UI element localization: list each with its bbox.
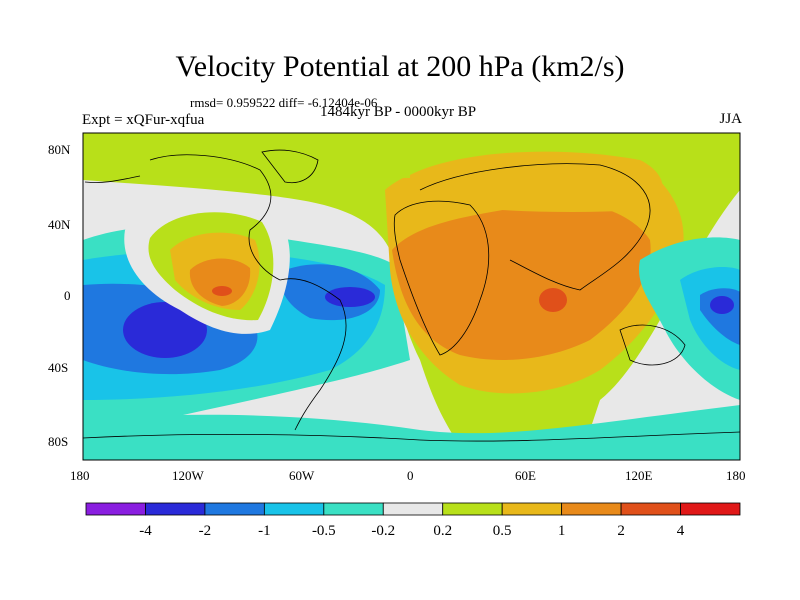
colorbar-swatch bbox=[501, 502, 563, 516]
chart-title: Velocity Potential at 200 hPa (km2/s) bbox=[175, 50, 625, 83]
colorbar-label: 0.2 bbox=[433, 523, 452, 539]
colorbar-label: 1 bbox=[558, 523, 566, 539]
lat-tick-label: 0 bbox=[64, 288, 71, 303]
colorbar-swatch bbox=[561, 502, 622, 516]
lat-tick-label: 40S bbox=[48, 360, 68, 375]
colorbar-swatch bbox=[145, 502, 206, 516]
colorbar-swatch bbox=[263, 502, 325, 516]
lat-tick-label: 40N bbox=[48, 217, 71, 232]
period-label: 1484kyr BP - 0000kyr BP bbox=[320, 104, 477, 120]
colorbar-swatch bbox=[620, 502, 681, 516]
colorbar-label: 4 bbox=[677, 523, 685, 539]
experiment-label: Expt = xQFur-xqfua bbox=[82, 112, 205, 128]
lon-tick-label: 180 bbox=[70, 468, 90, 483]
colorbar-label: -0.2 bbox=[371, 523, 395, 539]
stats-label: rmsd= 0.959522 diff= -6.12404e-06 bbox=[190, 95, 378, 110]
season-label: JJA bbox=[719, 111, 742, 127]
colorbar-label: 2 bbox=[617, 523, 625, 539]
colorbar: -4 -2 -1 -0.5 -0.2 0.2 0.5 1 2 4 bbox=[85, 502, 741, 539]
lon-axis: 180 120W 60W 0 60E 120E 180 bbox=[70, 468, 746, 483]
colorbar-swatch bbox=[323, 502, 384, 516]
lon-tick-label: 0 bbox=[407, 468, 414, 483]
colorbar-swatch bbox=[680, 502, 741, 516]
colorbar-label: -1 bbox=[258, 523, 271, 539]
lat-tick-label: 80N bbox=[48, 142, 71, 157]
colorbar-swatch bbox=[85, 502, 146, 516]
lon-tick-label: 120W bbox=[172, 468, 205, 483]
colorbar-swatch bbox=[204, 502, 265, 516]
lat-axis: 80N 40N 0 40S 80S bbox=[48, 142, 71, 449]
colorbar-swatch bbox=[382, 502, 444, 516]
contour-field bbox=[83, 133, 740, 460]
lon-tick-label: 120E bbox=[625, 468, 653, 483]
colorbar-label: -4 bbox=[139, 523, 152, 539]
lon-tick-label: 60W bbox=[289, 468, 315, 483]
lon-tick-label: 180 bbox=[726, 468, 746, 483]
lat-tick-label: 80S bbox=[48, 434, 68, 449]
lon-tick-label: 60E bbox=[515, 468, 536, 483]
colorbar-swatch bbox=[442, 502, 503, 516]
colorbar-label: 0.5 bbox=[493, 523, 512, 539]
coastlines bbox=[83, 149, 740, 442]
colorbar-label: -2 bbox=[199, 523, 212, 539]
colorbar-label: -0.5 bbox=[312, 523, 336, 539]
